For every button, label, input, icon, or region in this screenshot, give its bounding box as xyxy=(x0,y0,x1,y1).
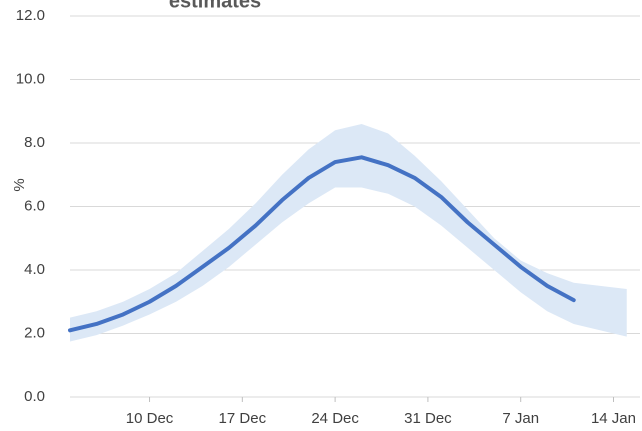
x-tick-label: 31 Dec xyxy=(404,410,452,427)
x-tick-label: 17 Dec xyxy=(219,410,267,427)
y-tick-label: 4.0 xyxy=(24,261,45,278)
line-series xyxy=(68,155,576,333)
y-axis-label: % xyxy=(11,178,28,191)
uncertainty-band xyxy=(70,123,627,342)
x-tick-label: 10 Dec xyxy=(126,410,174,427)
y-tick-label: 2.0 xyxy=(24,324,45,341)
x-tick-label: 14 Jan xyxy=(591,410,636,427)
y-tick-label: 0.0 xyxy=(24,388,45,405)
x-tick-label: 7 Jan xyxy=(502,410,539,427)
x-tick-label: 24 Dec xyxy=(311,410,359,427)
y-tick-label: 10.0 xyxy=(16,70,45,87)
chart-title: estimates xyxy=(169,0,261,12)
y-tick-label: 8.0 xyxy=(24,134,45,151)
y-tick-label: 6.0 xyxy=(24,197,45,214)
y-tick-label: 12.0 xyxy=(16,7,45,24)
